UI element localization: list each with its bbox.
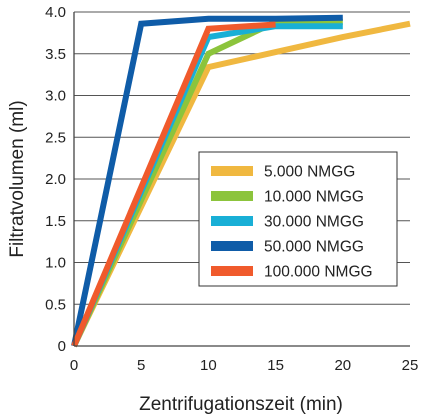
x-tick-label: 20	[334, 357, 351, 374]
y-tick-label: 1.0	[45, 255, 66, 272]
legend: 5.000 NMGG 10.000 NMGG 30.000 NMGG 50.000 N…	[198, 151, 398, 287]
series-line-1	[71, 20, 411, 348]
x-axis-title: Zentrifugationszeit (min)	[139, 394, 343, 415]
y-tick-label: 0.5	[45, 296, 66, 313]
y-axis-title: Filtratvolumen (ml)	[7, 100, 28, 257]
series-line-5	[71, 21, 276, 348]
legend-swatch	[211, 241, 253, 251]
legend-swatch	[211, 166, 253, 176]
legend-swatch	[211, 191, 253, 201]
y-tick-label: 0	[58, 338, 66, 355]
legend-label: 30.000 NMGG	[264, 214, 364, 231]
x-tick-label: 15	[267, 357, 284, 374]
series-line-2	[71, 19, 343, 348]
y-tick-label: 2.0	[45, 171, 66, 188]
legend-label: 100.000 NMGG	[264, 264, 373, 281]
y-tick-label: 1.5	[45, 213, 66, 230]
legend-label: 50.000 NMGG	[264, 239, 364, 256]
legend-swatch	[211, 216, 253, 226]
plot-series	[71, 14, 411, 348]
y-tick-label: 3.5	[45, 46, 66, 63]
x-tick-label: 10	[200, 357, 217, 374]
series-line-4	[71, 14, 343, 347]
y-tick-label: 3.0	[45, 88, 66, 105]
legend-label: 10.000 NMGG	[264, 189, 364, 206]
y-tick-labels: 0 0.5 1.0 1.5 2.0 2.5 3.0 3.5 4.0	[45, 4, 66, 355]
x-tick-label: 25	[402, 357, 419, 374]
y-tick-label: 2.5	[45, 129, 66, 146]
y-tick-label: 4.0	[45, 4, 66, 21]
legend-entries: 5.000 NMGG 10.000 NMGG 30.000 NMGG 50.000 N…	[211, 164, 373, 281]
axes	[73, 12, 410, 347]
x-tick-label: 5	[137, 357, 145, 374]
x-tick-labels: 0 5 10 15 20 25	[70, 357, 419, 374]
legend-label: 5.000 NMGG	[264, 164, 355, 181]
legend-swatch	[211, 266, 253, 276]
x-tick-label: 0	[70, 357, 78, 374]
